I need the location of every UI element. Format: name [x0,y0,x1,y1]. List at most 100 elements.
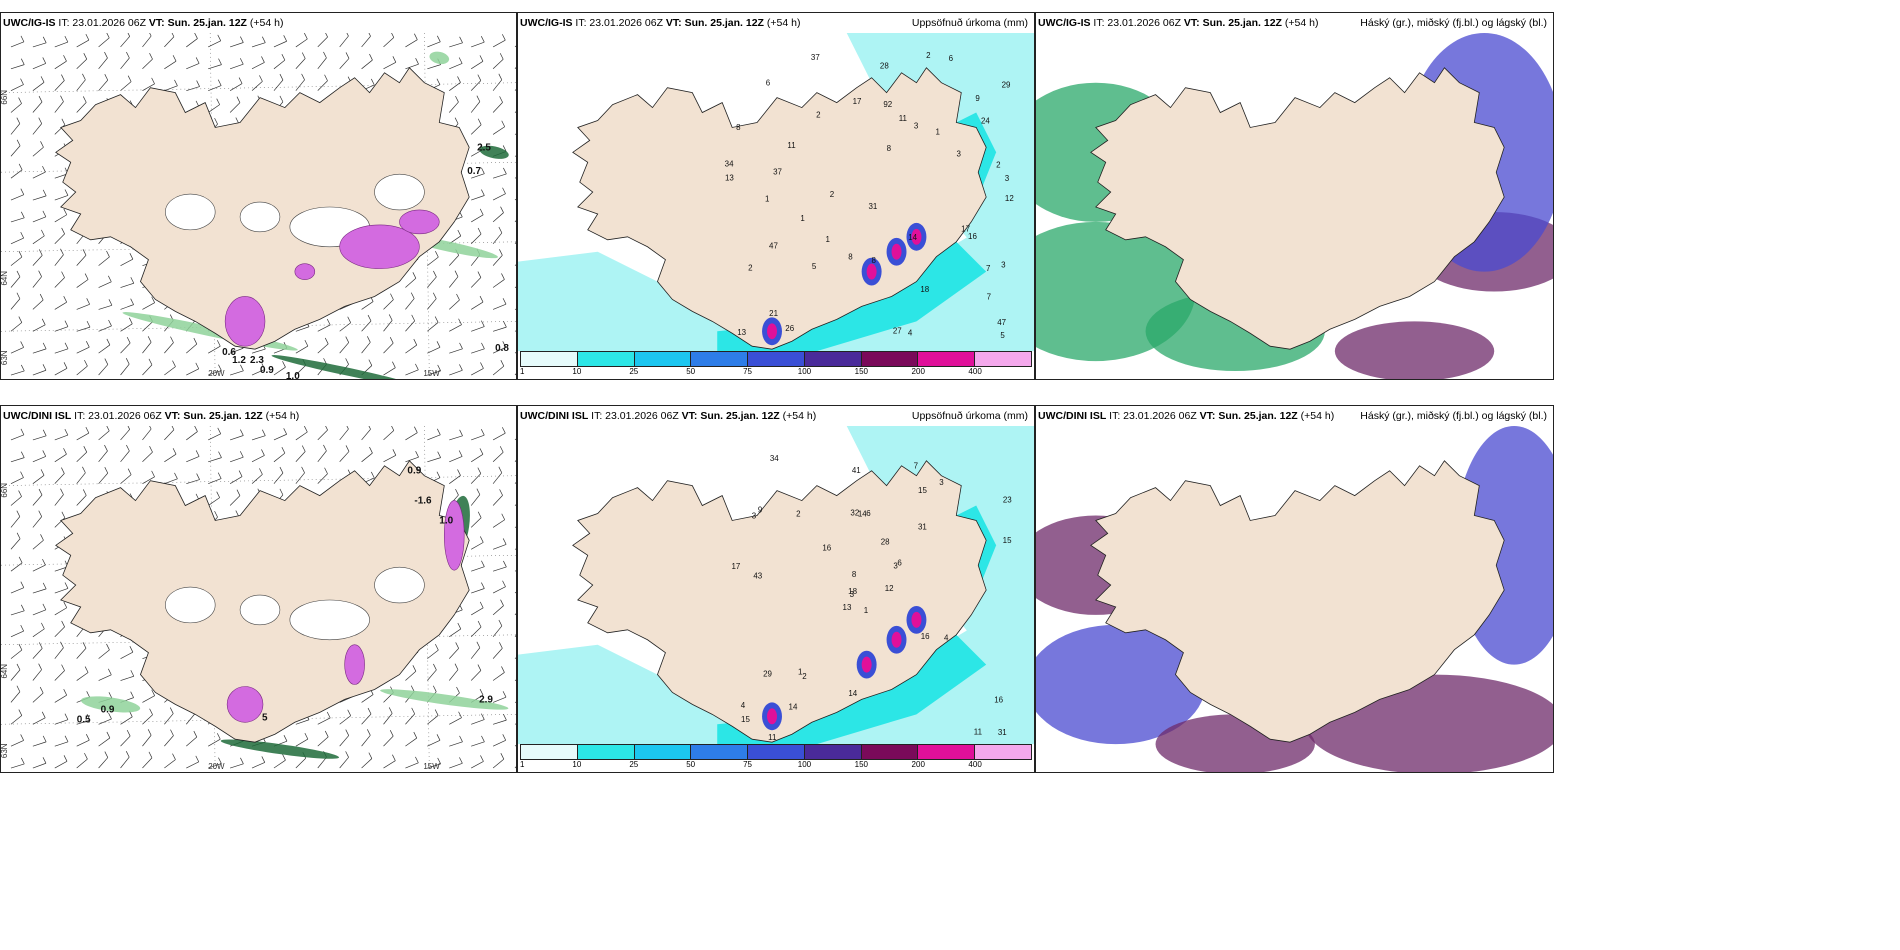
precip-value: 7 [914,462,919,471]
iceland-landmass [1090,67,1505,350]
legend-tick: 150 [854,760,869,769]
wind-value: 0.6 [222,347,236,358]
panel-precip-dini: UWC/DINI ISL IT: 23.01.2026 06Z VT: Sun.… [517,405,1035,773]
precip-value: 9 [758,506,763,515]
legend-bar [520,744,1032,760]
precip-value: 9 [975,94,980,103]
iceland-landmass [572,460,987,743]
precip-value: 2 [816,111,821,120]
legend-tick: 10 [572,760,582,769]
panel-wind-igis: UWC/IG-IS IT: 23.01.2026 06Z VT: Sun. 25… [0,12,517,380]
wind-value: 0.5 [77,714,91,725]
precip-value: 1 [798,668,803,677]
precip-value: 16 [994,696,1003,705]
precip-value: 92 [883,100,892,109]
svg-text:63N: 63N [1,743,9,758]
legend-swatch [975,745,1032,759]
wind-value: 0.8 [495,343,509,354]
precip-value: 1 [864,606,869,615]
iceland-landmass [572,67,987,350]
wind-value: 2.5 [477,142,491,153]
precip-value: 14 [908,233,917,242]
precip-value: 37 [773,167,782,176]
svg-text:64N: 64N [1,271,9,286]
precip-value: 34 [725,159,734,168]
svg-text:63N: 63N [1,350,9,365]
precip-value: 29 [1002,80,1011,89]
precip-value: 32 [850,508,859,517]
precip-value: 6 [949,54,954,63]
legend-tick: 150 [854,367,869,376]
precip-value: 11 [899,114,908,123]
precip-value: 17 [731,562,740,571]
map-wind: 66N 64N 63N 20W 15W 0.9 -1.6 1.0 0.9 0.5 2.9 5 [1,426,516,772]
precip-value: 8 [871,256,876,265]
precip-value: 3 [914,121,919,130]
map-precip: 2 2 3 3 2 3 1 2 7 9 11 16 3 5 2 31 1 34 37 17 47 92 21 47 8 6 13 18… [518,33,1034,379]
svg-text:66N: 66N [1,483,9,498]
legend-swatch [804,352,862,366]
precip-value: 31 [869,202,878,211]
precip-value: 3 [893,561,898,570]
panel-wind-dini: UWC/DINI ISL IT: 23.01.2026 06Z VT: Sun.… [0,405,517,773]
wind-value: 2.9 [479,694,493,705]
legend-swatch [577,352,635,366]
legend-swatch [748,352,805,366]
precip-value: 6 [866,509,871,518]
precip-value: 8 [852,570,857,579]
wind-value: 0.9 [260,365,274,376]
precip-value: 13 [737,328,746,337]
legend-swatch [975,352,1032,366]
panel-title: UWC/DINI ISL IT: 23.01.2026 06Z VT: Sun.… [1038,410,1547,422]
precip-value: 15 [741,715,750,724]
panel-title: UWC/IG-IS IT: 23.01.2026 06Z VT: Sun. 25… [1038,17,1547,29]
precip-value: 8 [848,252,853,261]
wind-value: 1.2 [232,355,246,366]
precip-value: 2 [802,672,807,681]
precip-value: 1 [765,195,770,204]
legend-tick: 100 [797,760,812,769]
precip-value: 3 [939,478,944,487]
legend-tick: 25 [629,760,639,769]
precip-value: 26 [785,324,794,333]
precip-value: 6 [897,559,902,568]
legend-swatch [521,352,578,366]
legend-ticks: 1 10 25 50 75 100 150 200 400 [520,367,1032,377]
legend-tick: 50 [686,760,696,769]
panel-clouds-dini: UWC/DINI ISL IT: 23.01.2026 06Z VT: Sun.… [1035,405,1554,773]
legend-tick: 200 [911,760,925,769]
precip-value: 16 [822,543,831,552]
panel-title: UWC/DINI ISL IT: 23.01.2026 06Z VT: Sun.… [520,410,1028,422]
svg-text:15W: 15W [423,369,440,378]
precip-value: 4 [908,329,913,338]
wind-value: 0.9 [407,466,421,477]
precip-value: 1 [825,235,830,244]
svg-text:66N: 66N [1,90,9,105]
precip-value: 8 [887,144,892,153]
precip-value: 24 [981,117,990,126]
svg-text:20W: 20W [208,369,225,378]
precip-value: 29 [763,669,772,678]
precip-value: 28 [880,62,889,71]
precip-value: 3 [957,150,962,159]
precip-value: 8 [736,123,741,132]
precip-value: 6 [766,78,771,87]
precip-value: 15 [918,486,927,495]
precip-value: 18 [848,587,857,596]
precip-value: 3 [752,512,757,521]
legend-swatch [691,745,749,759]
panel-title: UWC/DINI ISL IT: 23.01.2026 06Z VT: Sun.… [3,410,300,422]
precip-legend: 1 10 25 50 75 100 150 200 400 [520,744,1032,770]
precip-value: 14 [789,703,798,712]
legend-swatch [521,745,578,759]
precip-value: 11 [974,728,983,737]
precip-value: 2 [796,509,801,518]
legend-tick: 1 [520,760,525,769]
precip-legend: 1 10 25 50 75 100 150 200 400 [520,351,1032,377]
legend-tick: 400 [968,760,982,769]
legend-swatch [918,745,976,759]
legend-swatch [918,352,976,366]
legend-swatch [634,352,692,366]
precip-value: 1 [800,214,805,223]
wind-value: 0.7 [467,166,481,177]
